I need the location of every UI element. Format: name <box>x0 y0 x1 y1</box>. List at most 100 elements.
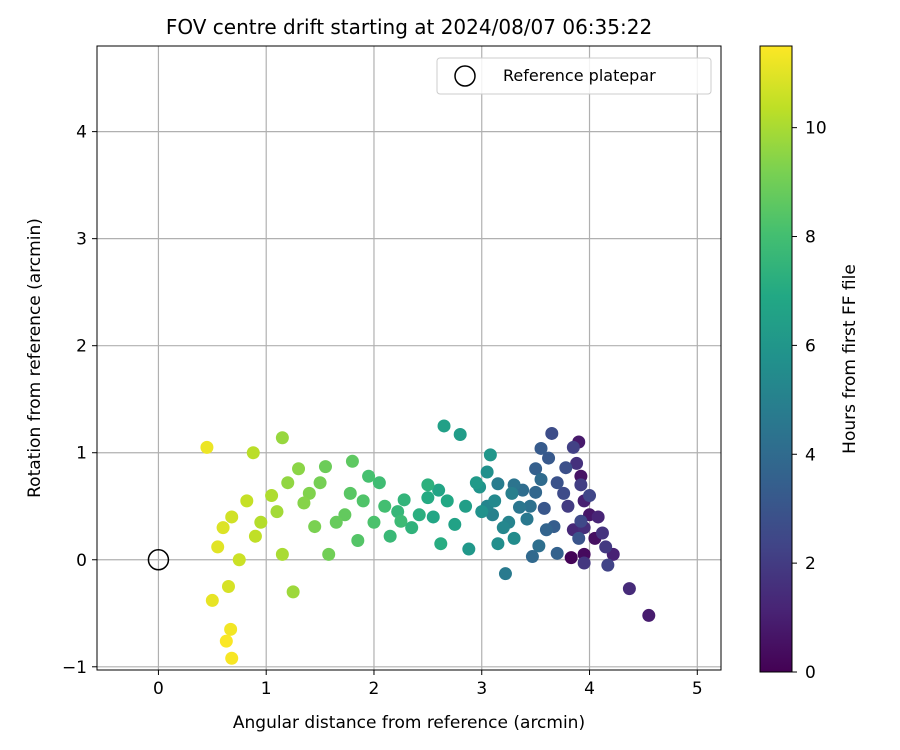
y-tick-label: 4 <box>76 123 87 143</box>
scatter-point <box>491 537 505 551</box>
scatter-point <box>498 567 512 581</box>
x-axis-ticks: 0 1 2 3 4 5 <box>153 670 703 699</box>
scatter-point <box>469 476 483 490</box>
scatter-point <box>572 531 586 545</box>
x-axis-label: Angular distance from reference (arcmin) <box>233 713 585 733</box>
colorbar-tick-label: 2 <box>805 554 816 574</box>
legend: Reference platepar <box>436 57 712 95</box>
scatter-point <box>642 608 656 622</box>
scatter-point <box>297 496 311 510</box>
scatter-point <box>559 461 573 475</box>
scatter-point <box>534 472 548 486</box>
scatter-point <box>529 485 543 499</box>
scatter-point <box>240 494 254 508</box>
chart-title: FOV centre drift starting at 2024/08/07 … <box>166 15 652 39</box>
scatter-point <box>265 489 279 503</box>
scatter-point <box>383 529 397 543</box>
y-axis-label: Rotation from reference (arcmin) <box>25 218 45 498</box>
scatter-point <box>488 494 502 508</box>
x-tick-label: 4 <box>584 679 595 699</box>
scatter-point <box>475 505 489 519</box>
scatter-point <box>329 515 343 529</box>
colorbar-tick-label: 8 <box>805 228 816 248</box>
scatter-point <box>308 520 322 534</box>
scatter-point <box>507 531 521 545</box>
scatter-point <box>574 514 588 528</box>
plot-frame <box>96 45 722 671</box>
x-tick-label: 3 <box>476 679 487 699</box>
scatter-point <box>601 558 615 572</box>
scatter-point <box>378 499 392 513</box>
scatter-point <box>564 551 578 565</box>
colorbar-ticks: 0 2 4 6 8 10 <box>792 119 827 683</box>
scatter-point <box>566 440 580 454</box>
scatter-point <box>577 556 591 570</box>
scatter-point <box>583 489 597 503</box>
scatter-point <box>248 529 262 543</box>
scatter-point <box>205 593 219 607</box>
scatter-point <box>537 501 551 515</box>
scatter-point <box>550 546 564 560</box>
scatter-point <box>367 515 381 529</box>
scatter-point <box>591 510 605 524</box>
x-tick-label: 5 <box>692 679 703 699</box>
scatter-point <box>225 651 239 665</box>
grid <box>97 46 721 670</box>
scatter-point <box>275 431 289 445</box>
y-tick-label: 2 <box>76 337 87 357</box>
y-tick-label: 3 <box>76 230 87 250</box>
scatter-point <box>372 476 386 490</box>
y-tick-label: 0 <box>76 551 87 571</box>
scatter-point <box>270 505 284 519</box>
scatter-point <box>434 537 448 551</box>
scatter-point <box>448 517 462 531</box>
scatter-point <box>561 499 575 513</box>
scatter-point <box>483 448 497 462</box>
scatter-point <box>246 446 260 460</box>
scatter-point <box>525 550 539 564</box>
scatter-point <box>292 462 306 476</box>
scatter-point <box>453 428 467 442</box>
scatter-point <box>570 456 584 470</box>
scatter-point <box>534 441 548 455</box>
scatter-point <box>505 486 519 500</box>
scatter-point <box>313 476 327 490</box>
scatter-point <box>462 542 476 556</box>
scatter-point <box>225 510 239 524</box>
x-tick-label: 1 <box>261 679 272 699</box>
scatter-point <box>523 499 537 513</box>
colorbar-tick-label: 6 <box>805 336 816 356</box>
colorbar-tick-label: 10 <box>805 119 827 139</box>
scatter-point <box>520 512 534 526</box>
colorbar-tick-label: 0 <box>805 663 816 683</box>
scatter-point <box>545 426 559 440</box>
scatter-point <box>595 526 609 540</box>
scatter-point <box>302 486 316 500</box>
scatter-point <box>542 451 556 465</box>
scatter-point <box>200 440 214 454</box>
scatter-point <box>550 476 564 490</box>
reference-platepar-marker <box>147 549 170 571</box>
scatter-point <box>318 460 332 474</box>
scatter-point <box>351 533 365 547</box>
scatter-point <box>345 454 359 468</box>
legend-box <box>436 57 712 95</box>
scatter-point <box>459 499 473 513</box>
scatter-point <box>426 510 440 524</box>
scatter-point <box>286 585 300 599</box>
scatter-point <box>437 419 451 433</box>
scatter-point <box>412 508 426 522</box>
colorbar-label: Hours from first FF file <box>840 264 860 454</box>
scatter-point <box>496 521 510 535</box>
scatter-point <box>599 540 613 554</box>
reference-marker <box>147 549 170 571</box>
scatter-point <box>480 465 494 479</box>
scatter-point <box>281 476 295 490</box>
scatter-point <box>539 523 553 537</box>
scatter-point <box>224 622 238 636</box>
scatter-point <box>574 478 588 492</box>
data-points <box>200 419 656 665</box>
x-tick-label: 0 <box>153 679 164 699</box>
scatter-point <box>219 634 233 648</box>
legend-marker-icon <box>454 65 476 87</box>
